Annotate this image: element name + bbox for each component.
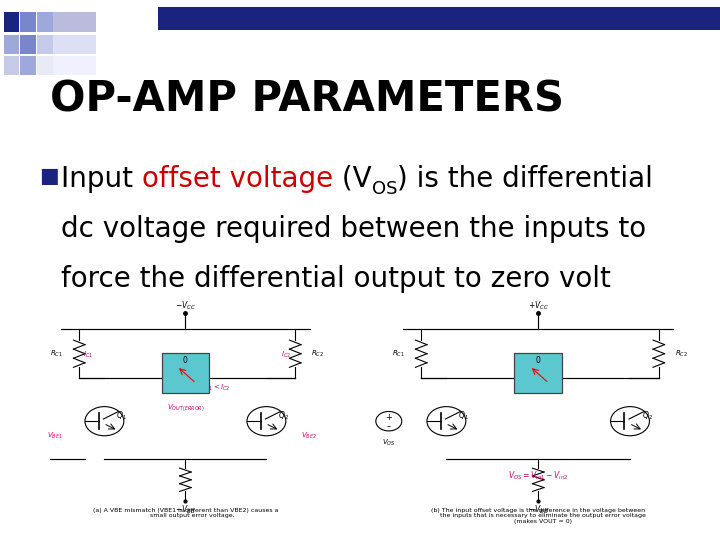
Text: OP-AMP PARAMETERS: OP-AMP PARAMETERS	[50, 78, 564, 120]
Text: 0: 0	[536, 356, 541, 365]
Bar	[53, 56, 96, 75]
Text: force the differential output to zero volt: force the differential output to zero vo…	[61, 265, 611, 293]
Text: $R_{C1}$: $R_{C1}$	[392, 349, 405, 359]
Text: (b) The input offset voltage is the difference in the voltage between
     the i: (b) The input offset voltage is the diff…	[431, 508, 646, 524]
Text: $-V_{BB}$: $-V_{BB}$	[175, 504, 196, 516]
Text: OS: OS	[372, 180, 397, 198]
Text: ■: ■	[40, 166, 59, 186]
Bar	[37, 12, 53, 32]
Text: $Q_1$: $Q_1$	[116, 409, 127, 422]
Text: $R_{C1}$: $R_{C1}$	[50, 349, 63, 359]
Bar	[20, 56, 36, 75]
Text: $V_{OUT(ERROR)}$: $V_{OUT(ERROR)}$	[166, 402, 204, 413]
Text: $-V_{CC}$: $-V_{CC}$	[175, 299, 196, 312]
FancyBboxPatch shape	[515, 354, 562, 394]
Text: Input: Input	[61, 165, 142, 193]
Text: $R_{C2}$: $R_{C2}$	[675, 349, 688, 359]
Bar	[53, 35, 96, 54]
Bar	[20, 35, 36, 54]
Bar	[20, 12, 36, 32]
Text: $V_{OS} = V_{in1} - V_{in2}$: $V_{OS} = V_{in1} - V_{in2}$	[508, 470, 568, 482]
Text: 0: 0	[183, 356, 188, 365]
Text: $-V_{BB}$: $-V_{BB}$	[528, 504, 549, 516]
Text: $V_{OS}$: $V_{OS}$	[382, 437, 395, 448]
Text: (V: (V	[333, 165, 372, 193]
Bar	[37, 56, 53, 75]
Text: -: -	[387, 421, 391, 431]
Text: $I_{C1}$: $I_{C1}$	[83, 349, 93, 360]
Bar	[4, 56, 19, 75]
Text: $Q_1$: $Q_1$	[458, 409, 469, 422]
Text: $+V_{CC}$: $+V_{CC}$	[528, 299, 549, 312]
Text: dc voltage required between the inputs to: dc voltage required between the inputs t…	[61, 215, 647, 243]
Text: $V_{BE1}$: $V_{BE1}$	[47, 430, 63, 441]
Text: $V_{BE2}$: $V_{BE2}$	[301, 430, 317, 441]
Text: ) is the differential: ) is the differential	[397, 165, 653, 193]
Text: $I_{C2}$: $I_{C2}$	[282, 349, 292, 360]
FancyBboxPatch shape	[162, 354, 209, 394]
Text: $R_{C2}$: $R_{C2}$	[311, 349, 324, 359]
Bar	[53, 12, 96, 32]
Text: $Q_2$: $Q_2$	[278, 409, 289, 422]
Bar	[37, 35, 53, 54]
Text: +: +	[385, 413, 392, 422]
Bar	[158, 7, 720, 30]
Text: $I_{C1} < I_{C2}$: $I_{C1} < I_{C2}$	[204, 383, 231, 393]
Text: offset voltage: offset voltage	[142, 165, 333, 193]
Bar	[4, 12, 19, 32]
Text: $Q_2$: $Q_2$	[642, 409, 652, 422]
Text: (a) A VBE mismatch (VBE1 is different than VBE2) causes a
       small output er: (a) A VBE mismatch (VBE1 is different th…	[93, 508, 278, 518]
Bar	[4, 35, 19, 54]
